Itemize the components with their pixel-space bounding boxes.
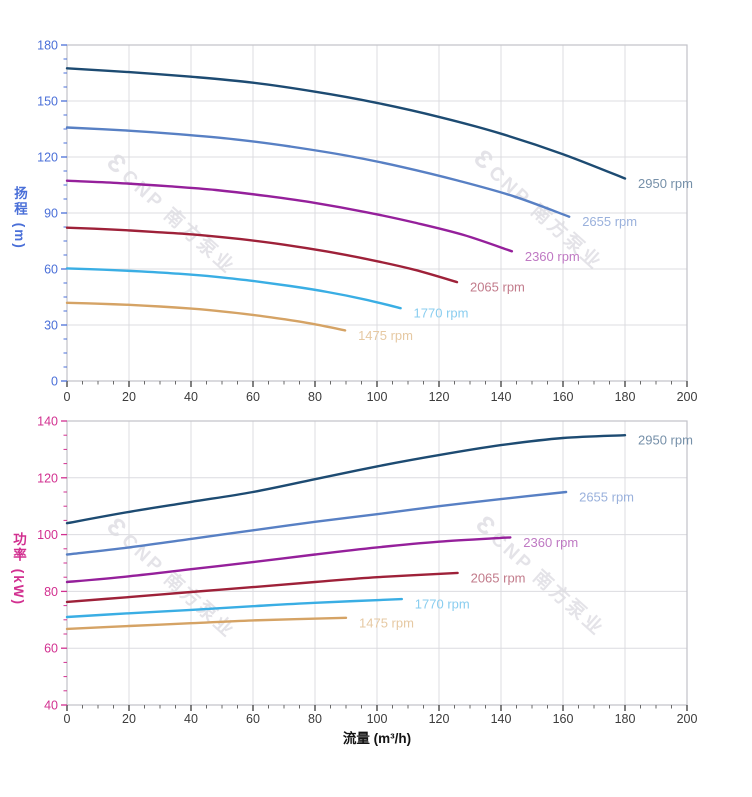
y-tick-label: 60 xyxy=(44,642,58,656)
x-tick-label: 20 xyxy=(122,390,136,404)
curve-label-1770-rpm: 1770 rpm xyxy=(414,306,469,321)
y-tick-label: 150 xyxy=(37,95,58,109)
curve-2360-rpm xyxy=(65,179,514,253)
curve-2950-rpm xyxy=(65,67,627,180)
curve-label-2360-rpm: 2360 rpm xyxy=(523,535,578,550)
curve-label-2655-rpm: 2655 rpm xyxy=(579,490,634,505)
y-tick-label: 60 xyxy=(44,263,58,277)
x-tick-label: 40 xyxy=(184,390,198,404)
x-tick-label: 160 xyxy=(553,390,574,404)
x-tick-label: 120 xyxy=(429,712,450,726)
x-axis: 0 20 40 60 80 100 120 140 160 180 200 xyxy=(64,705,698,726)
y-tick-label: 120 xyxy=(37,151,58,165)
curve-label-2950-rpm: 2950 rpm xyxy=(638,176,693,191)
x-axis: 0 20 40 60 80 100 120 140 160 180 200 xyxy=(64,381,698,404)
y-axis: 0 30 60 90 120 150 180 xyxy=(37,39,67,389)
x-tick-label: 200 xyxy=(677,712,698,726)
x-tick-label: 100 xyxy=(367,712,388,726)
curve-label-2655-rpm: 2655 rpm xyxy=(582,214,637,229)
curve-label-1475-rpm: 1475 rpm xyxy=(358,328,413,343)
x-tick-label: 80 xyxy=(308,390,322,404)
curve-2950-rpm xyxy=(65,434,627,525)
x-tick-label: 200 xyxy=(677,390,698,404)
y-tick-label: 180 xyxy=(37,39,58,53)
x-tick-label: 160 xyxy=(553,712,574,726)
y-tick-label: 40 xyxy=(44,699,58,713)
x-tick-label: 180 xyxy=(615,390,636,404)
gridlines xyxy=(66,420,688,706)
x-tick-label: 180 xyxy=(615,712,636,726)
x-tick-label: 0 xyxy=(64,712,71,726)
y-tick-label: 100 xyxy=(37,528,58,542)
curve-2360-rpm xyxy=(65,536,512,584)
curve-1475-rpm xyxy=(65,301,347,332)
curve-1475-rpm xyxy=(65,616,348,631)
curve-2655-rpm xyxy=(65,490,568,556)
curve-label-2360-rpm: 2360 rpm xyxy=(525,249,580,264)
x-tick-label: 60 xyxy=(246,712,260,726)
x-tick-label: 140 xyxy=(491,712,512,726)
y-tick-label: 90 xyxy=(44,207,58,221)
x-tick-label: 100 xyxy=(367,390,388,404)
y-tick-label: 0 xyxy=(51,375,58,389)
curve-2655-rpm xyxy=(65,126,571,218)
head-chart: 0 20 40 60 80 100 120 140 160 180 200 0 30 60 90 120 150… xyxy=(37,39,697,405)
y-tick-label: 80 xyxy=(44,585,58,599)
power-chart: 0 20 40 60 80 100 120 140 160 180 200 40 60 80 100 120 1… xyxy=(37,415,697,727)
x-tick-label: 0 xyxy=(64,390,71,404)
x-tick-label: 40 xyxy=(184,712,198,726)
curve-label-2950-rpm: 2950 rpm xyxy=(638,433,693,448)
curve-2065-rpm xyxy=(65,226,459,284)
curve-label-1475-rpm: 1475 rpm xyxy=(359,615,414,630)
x-tick-label: 140 xyxy=(491,390,512,404)
curve-2065-rpm xyxy=(65,571,459,604)
head-axis-title: 扬程 (m) xyxy=(12,186,27,250)
power-axis-title: 功率 (kW) xyxy=(11,532,26,606)
x-tick-label: 20 xyxy=(122,712,136,726)
curve-1770-rpm xyxy=(65,597,403,619)
x-tick-label: 80 xyxy=(308,712,322,726)
curve-label-2065-rpm: 2065 rpm xyxy=(471,570,526,585)
x-tick-label: 60 xyxy=(246,390,260,404)
curve-label-2065-rpm: 2065 rpm xyxy=(470,280,525,295)
x-tick-label: 120 xyxy=(429,390,450,404)
curve-label-1770-rpm: 1770 rpm xyxy=(415,597,470,612)
y-tick-label: 140 xyxy=(37,415,58,429)
y-axis: 40 60 80 100 120 140 xyxy=(37,415,67,713)
flow-axis-title: 流量 (m³/h) xyxy=(342,731,412,746)
y-tick-label: 120 xyxy=(37,471,58,485)
y-tick-label: 30 xyxy=(44,319,58,333)
curve-1770-rpm xyxy=(65,267,402,310)
